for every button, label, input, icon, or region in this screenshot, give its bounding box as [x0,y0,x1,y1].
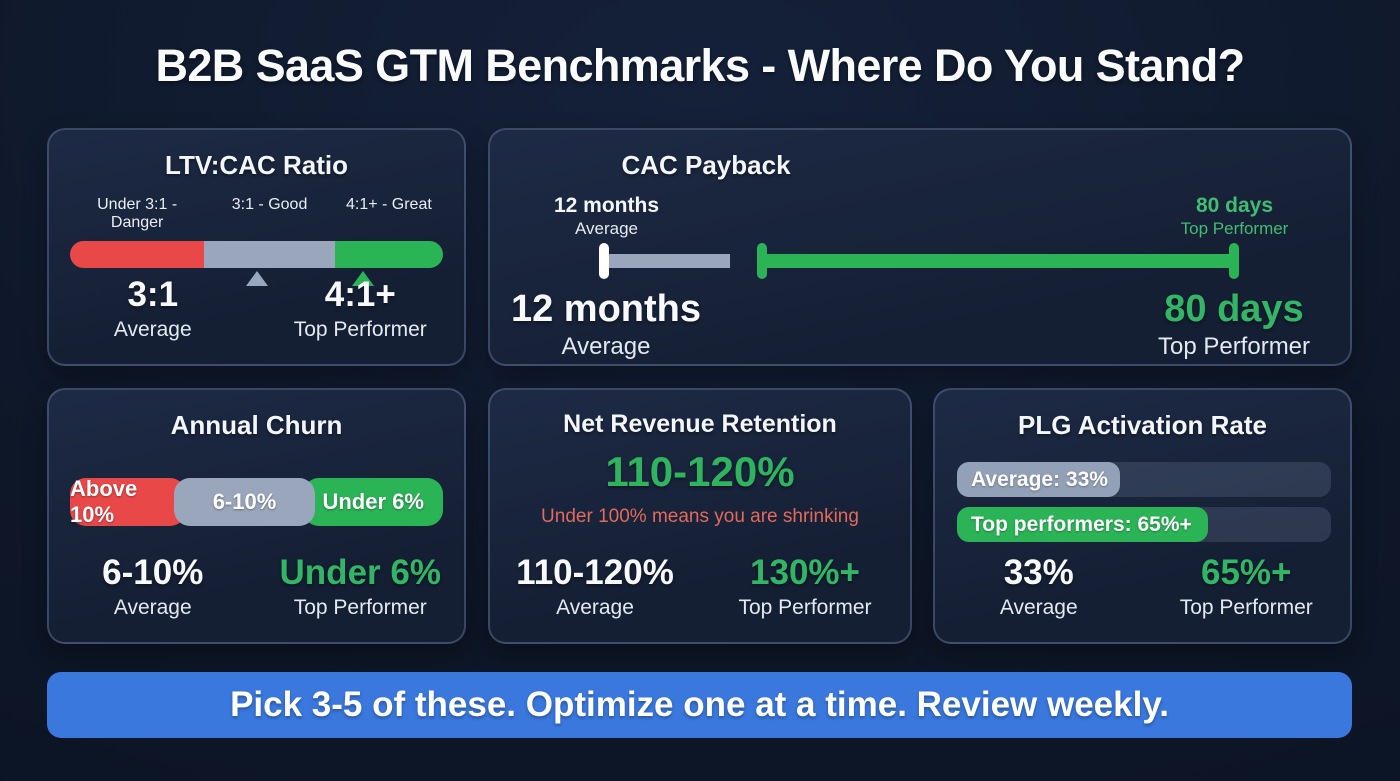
stat-average-label: Average [113,596,192,619]
cac-marker-left-label: Average [574,219,638,238]
zone-segment-danger [70,241,205,268]
card-ltv-cac-ratio: LTV:CAC Ratio Under 3:1 - Danger 3:1 - G… [47,128,466,366]
cac-marker-right-label: Top Performer [1180,219,1289,238]
plg-average-progress-track: Average: 33% [957,462,1331,497]
stat-average: 6-10% Average [49,553,257,620]
cta-banner: Pick 3-5 of these. Optimize one at a tim… [47,672,1352,738]
stat-average-value: 110-120% [516,553,674,592]
cac-stat-average: 12 months Average [490,288,722,361]
plg-average-progress-fill: Average: 33% [957,462,1120,497]
stat-top-performer: 65%+ Top Performer [1143,553,1351,620]
slider-track-green [767,254,1229,268]
zone-label-good: 3:1 - Good [231,196,308,213]
cac-stat-average-label: Average [561,333,651,360]
stat-top-performer: 4:1+ Top Performer [257,275,465,342]
plg-top-progress-track: Top performers: 65%+ [957,507,1331,542]
stat-top-label: Top Performer [1179,596,1313,619]
stat-average-value: 33% [1003,553,1074,592]
plg-stats: 33% Average 65%+ Top Performer [935,553,1350,620]
stat-average: 33% Average [935,553,1143,620]
stat-average: 3:1 Average [49,275,257,342]
cac-marker-right-value: 80 days [1195,194,1274,217]
cac-marker-right: 80 days Top Performer [1142,194,1327,239]
stat-average: 110-120% Average [490,553,700,620]
stat-top-value: Under 6% [279,553,441,592]
cac-payback-range-slider [514,243,1330,279]
cac-stat-top-value: 80 days [1164,288,1304,330]
cac-stat-top: 80 days Top Performer [1118,288,1350,361]
stat-top-label: Top Performer [293,596,427,619]
stat-average-value: 3:1 [127,275,179,314]
average-marker-triangle-icon [245,271,268,286]
zone-segment-great [334,241,443,268]
stat-top-label: Top Performer [738,596,872,619]
stat-average-value: 6-10% [102,553,204,592]
slider-cap-green-start [757,243,767,279]
annual-churn-segment-bar: Above 10% 6-10% Under 6% [70,476,443,527]
card-annual-churn: Annual Churn Above 10% 6-10% Under 6% 6-… [47,388,466,644]
annual-churn-title: Annual Churn [170,410,343,440]
cac-marker-left-value: 12 months [553,194,660,217]
ltv-cac-stats: 3:1 Average 4:1+ Top Performer [49,275,464,342]
card-cac-payback: CAC Payback 12 months Average 80 days To… [488,128,1352,366]
annual-churn-stats: 6-10% Average Under 6% Top Performer [49,553,464,620]
cac-stat-average-value: 12 months [510,288,702,330]
stat-average-label: Average [113,318,192,341]
top-performer-marker-triangle-icon [352,271,375,286]
nrr-title: Net Revenue Retention [563,410,837,438]
stat-top-value: 4:1+ [324,275,396,314]
slider-cap-green-end [1229,243,1239,279]
cac-payback-title: CAC Payback [621,150,791,180]
zone-label-great: 4:1+ - Great [345,196,432,213]
stat-top-performer: 130%+ Top Performer [700,553,910,620]
nrr-stats: 110-120% Average 130%+ Top Performer [490,553,910,620]
zone-segment-good [204,241,335,268]
plg-title: PLG Activation Rate [1018,410,1267,440]
zone-label-danger: Under 3:1 - Danger [97,196,178,231]
churn-segment-above-10: Above 10% [70,476,186,527]
stat-average-label: Average [999,596,1078,619]
cac-stat-top-label: Top Performer [1157,333,1311,360]
cac-marker-left: 12 months Average [514,194,699,239]
stat-average-label: Average [556,596,634,619]
ltv-cac-zone-labels: Under 3:1 - Danger 3:1 - Good 4:1+ - Gre… [70,196,443,232]
churn-segment-under-6: Under 6% [303,478,443,526]
stat-top-value: 65%+ [1201,553,1292,592]
plg-top-progress-fill: Top performers: 65%+ [957,507,1208,542]
card-plg-activation-rate: PLG Activation Rate Average: 33% Top per… [933,388,1352,644]
churn-segment-6-10: 6-10% [173,478,316,526]
nrr-benchmark-value: 110-120% [605,448,795,495]
page-title: B2B SaaS GTM Benchmarks - Where Do You S… [155,40,1245,91]
slider-handle-average [599,243,609,279]
card-net-revenue-retention: Net Revenue Retention 110-120% Under 100… [488,388,912,644]
stat-top-value: 130%+ [750,553,860,592]
stat-top-label: Top Performer [293,318,427,341]
ltv-cac-zone-bar [70,241,443,268]
nrr-warning-text: Under 100% means you are shrinking [541,506,859,527]
ltv-cac-markers [70,271,443,289]
stat-top-performer: Under 6% Top Performer [257,553,465,620]
ltv-cac-zone-chart: Under 3:1 - Danger 3:1 - Good 4:1+ - Gre… [70,196,443,289]
ltv-cac-title: LTV:CAC Ratio [165,150,348,180]
slider-track-gray [609,254,730,268]
